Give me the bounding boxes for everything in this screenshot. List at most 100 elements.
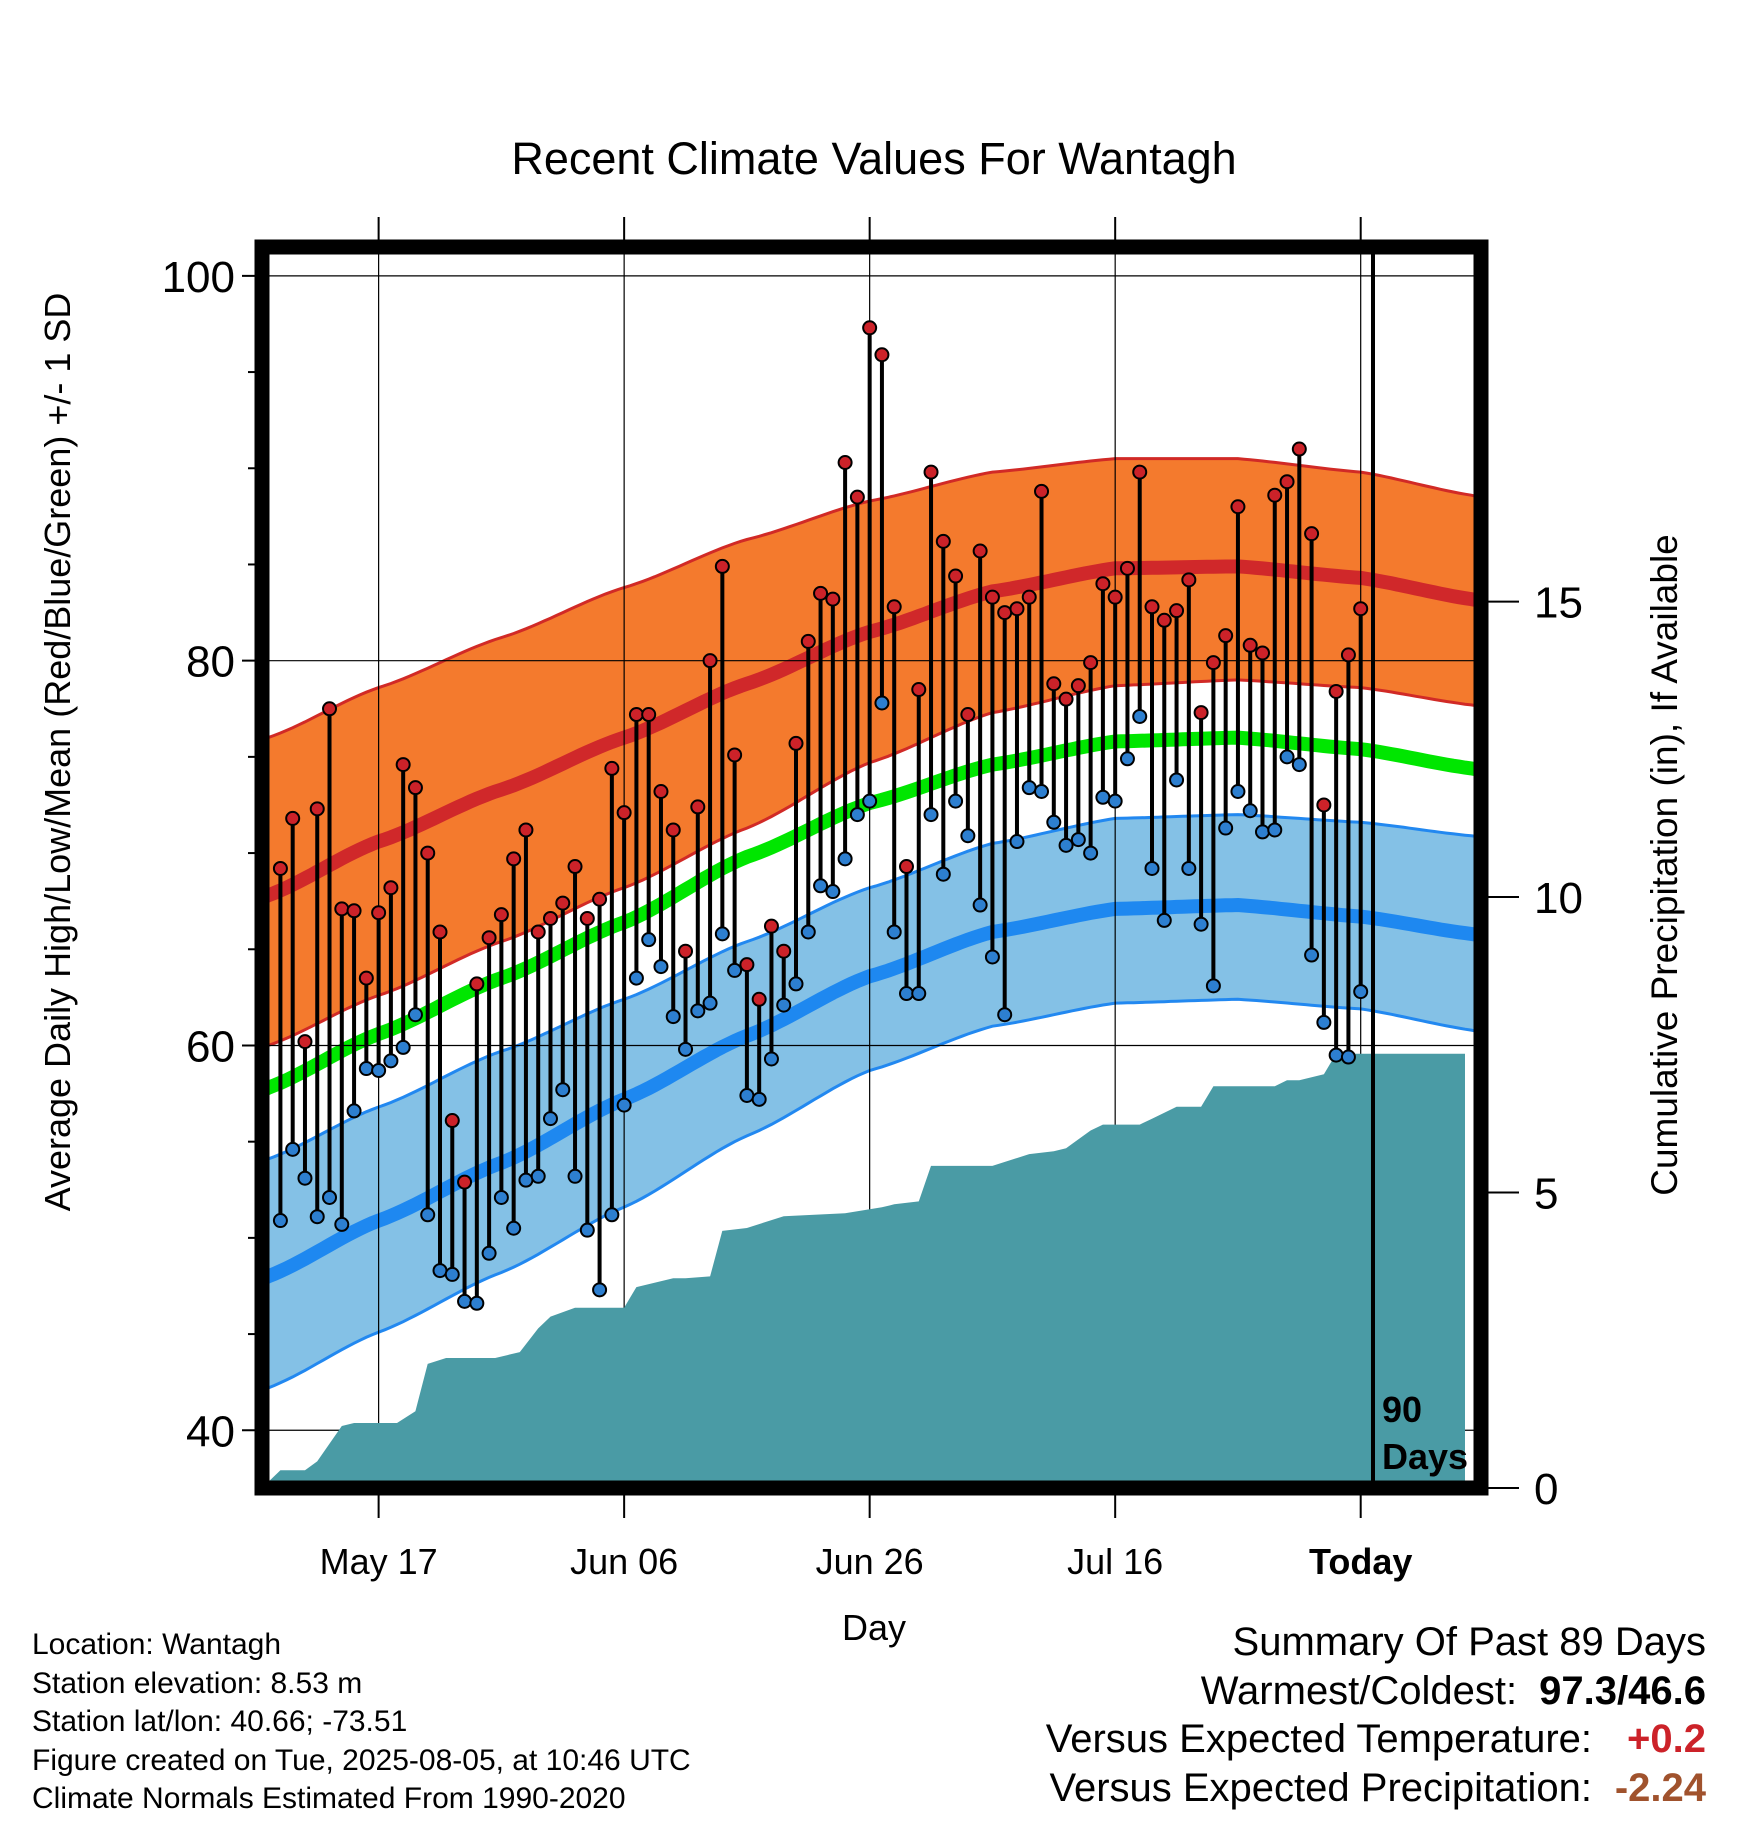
obs-low-point: [1254, 824, 1270, 840]
obs-high-point: [997, 605, 1013, 621]
obs-high-point: [1193, 705, 1209, 721]
obs-high-point: [383, 880, 399, 896]
obs-low-point: [1181, 860, 1197, 876]
obs-high-point: [874, 347, 890, 363]
warm-cold-row: Warmest/Coldest: 97.3/46.6: [1046, 1667, 1706, 1716]
obs-low-point: [604, 1207, 620, 1223]
obs-low-point: [948, 793, 964, 809]
obs-high-point: [665, 822, 681, 838]
obs-high-point: [309, 801, 325, 817]
obs-low-point: [1193, 916, 1209, 932]
coldest-value: 46.6: [1628, 1668, 1706, 1713]
x-tick-label: Jul 16: [1067, 1541, 1163, 1582]
obs-high-point: [579, 910, 595, 926]
obs-low-point: [678, 1041, 694, 1057]
obs-high-point: [592, 891, 608, 907]
obs-high-point: [1132, 464, 1148, 480]
obs-low-point: [567, 1168, 583, 1184]
x-tick-label: Jun 26: [816, 1541, 924, 1582]
obs-low-point: [714, 926, 730, 942]
obs-low-point: [972, 897, 988, 913]
obs-high-point: [272, 860, 288, 876]
obs-high-point: [555, 895, 571, 911]
obs-low-point: [788, 976, 804, 992]
obs-low-point: [825, 884, 841, 900]
y-tick-label: 60: [186, 1022, 235, 1071]
obs-low-point: [1205, 978, 1221, 994]
y2-axis-label: Cumulative Precipitation (in), If Availa…: [1644, 534, 1685, 1196]
station-info: Location: Wantagh Station elevation: 8.5…: [32, 1626, 691, 1819]
obs-low-point: [641, 932, 657, 948]
obs-low-point: [665, 1009, 681, 1025]
precip-value: -2.24: [1614, 1765, 1706, 1810]
obs-low-point: [1009, 834, 1025, 850]
obs-high-point: [800, 633, 816, 649]
y-tick-label: 40: [186, 1407, 235, 1456]
obs-low-point: [457, 1293, 473, 1309]
obs-high-point: [1340, 647, 1356, 663]
obs-low-point: [1046, 814, 1062, 830]
obs-high-point: [1230, 499, 1246, 515]
obs-low-point: [1119, 751, 1135, 767]
cumulative-precip-area: [262, 1053, 1465, 1488]
obs-high-point: [702, 653, 718, 669]
obs-low-point: [407, 1007, 423, 1023]
obs-high-point: [297, 1034, 313, 1050]
obs-low-point: [518, 1172, 534, 1188]
obs-low-point: [997, 1007, 1013, 1023]
obs-high-point: [972, 543, 988, 559]
created-text: Figure created on Tue, 2025-08-05, at 10…: [32, 1743, 691, 1777]
obs-high-point: [1254, 645, 1270, 661]
obs-low-point: [383, 1053, 399, 1069]
today-days-label: Days: [1382, 1436, 1468, 1477]
obs-high-point: [653, 784, 669, 800]
obs-low-point: [371, 1062, 387, 1078]
obs-low-point: [346, 1103, 362, 1119]
obs-low-point: [911, 986, 927, 1002]
obs-low-point: [322, 1189, 338, 1205]
obs-low-point: [1218, 820, 1234, 836]
obs-high-point: [1316, 797, 1332, 813]
obs-high-point: [334, 901, 350, 917]
obs-high-point: [420, 845, 436, 861]
obs-high-point: [763, 918, 779, 934]
obs-low-point: [862, 793, 878, 809]
summary-title: Summary Of Past 89 Days: [1232, 1620, 1706, 1664]
x-tick-label: May 17: [320, 1541, 438, 1582]
obs-high-point: [776, 943, 792, 959]
x-axis-label: Day: [842, 1607, 906, 1648]
obs-high-point: [1070, 678, 1086, 694]
obs-high-point: [1279, 474, 1295, 490]
obs-high-point: [358, 970, 374, 986]
obs-low-point: [1058, 837, 1074, 853]
obs-high-point: [407, 780, 423, 796]
axes: 40 60 80 100 0 5 10 15 May 17 Jun 06 Jun 26 Jul 16 T…: [162, 217, 1583, 1582]
obs-high-point: [1021, 589, 1037, 605]
y-tick-label: 80: [186, 638, 235, 687]
obs-high-point: [641, 707, 657, 723]
obs-low-point: [592, 1282, 608, 1298]
temp-row: Versus Expected Temperature: +0.2: [1046, 1715, 1706, 1764]
obs-low-point: [837, 851, 853, 867]
obs-low-point: [923, 807, 939, 823]
obs-low-point: [1279, 749, 1295, 765]
latlon-text: Station lat/lon: 40.66; -73.51: [32, 1705, 408, 1738]
temp-label: Versus Expected Temperature:: [1045, 1717, 1592, 1761]
obs-high-point: [678, 943, 694, 959]
y2-tick-label: 15: [1534, 579, 1583, 628]
obs-high-point: [862, 320, 878, 336]
obs-high-point: [457, 1174, 473, 1190]
warm-cold-label: Warmest/Coldest:: [1200, 1668, 1518, 1713]
obs-low-point: [1316, 1014, 1332, 1030]
obs-high-point: [616, 805, 632, 821]
obs-low-point: [272, 1213, 288, 1229]
obs-high-point: [825, 591, 841, 607]
obs-low-point: [358, 1061, 374, 1077]
obs-low-point: [1328, 1047, 1344, 1063]
precip-area: [262, 1053, 1465, 1488]
obs-low-point: [813, 878, 829, 894]
obs-low-point: [1021, 780, 1037, 796]
obs-high-point: [1144, 599, 1160, 615]
obs-high-point: [1169, 603, 1185, 619]
